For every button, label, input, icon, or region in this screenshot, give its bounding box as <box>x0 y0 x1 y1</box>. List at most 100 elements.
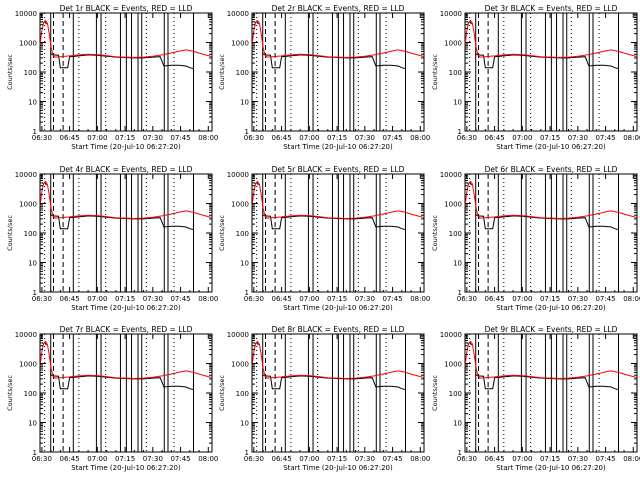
y-axis-label: Counts/sec <box>6 215 14 251</box>
x-tick-label: 07:30 <box>355 134 375 142</box>
x-axis-label: Start Time (20-Jul-10 06:27:20) <box>496 304 606 312</box>
x-tick-label: 07:00 <box>512 295 532 303</box>
x-tick-label: 07:15 <box>540 295 560 303</box>
x-axis-label: Start Time (20-Jul-10 06:27:20) <box>71 143 181 151</box>
detector-panel: 1 10 100 1000 10000 06:30 06:45 07:00 07:15 07:30… <box>6 325 218 472</box>
detector-panel: 1 10 100 1000 10000 06:30 06:45 07:00 07:15 07:30… <box>431 165 640 312</box>
y-tick-label: 100 <box>449 69 462 77</box>
x-tick-label: 07:00 <box>299 134 319 142</box>
y-tick-label: 10 <box>453 99 462 107</box>
x-tick-label: 07:15 <box>540 455 560 463</box>
x-tick-label: 06:45 <box>484 295 504 303</box>
x-tick-label: 06:45 <box>484 134 504 142</box>
y-tick-label: 10 <box>240 420 249 428</box>
lld-series-line <box>464 180 638 220</box>
x-tick-label: 08:00 <box>623 455 640 463</box>
x-tick-label: 06:45 <box>59 295 79 303</box>
x-tick-label: 07:15 <box>115 455 135 463</box>
x-tick-label: 07:30 <box>568 295 588 303</box>
y-tick-label: 10 <box>28 99 37 107</box>
y-tick-label: 10 <box>28 420 37 428</box>
y-tick-label: 1 <box>33 128 37 136</box>
x-tick-label: 07:00 <box>87 295 107 303</box>
x-tick-label: 07:45 <box>595 295 615 303</box>
y-tick-label: 1000 <box>19 361 37 369</box>
x-tick-label: 07:00 <box>512 134 532 142</box>
lld-series-line <box>464 340 638 380</box>
y-axis-label: Counts/sec <box>218 215 226 251</box>
y-tick-label: 1000 <box>231 40 249 48</box>
y-tick-label: 100 <box>449 230 462 238</box>
x-tick-label: 06:45 <box>59 134 79 142</box>
x-tick-label: 08:00 <box>198 455 218 463</box>
x-tick-label: 07:30 <box>568 455 588 463</box>
x-tick-label: 06:30 <box>457 455 477 463</box>
y-axis-label: Counts/sec <box>6 375 14 411</box>
x-tick-label: 07:45 <box>595 455 615 463</box>
x-tick-label: 07:45 <box>170 455 190 463</box>
x-axis-label: Start Time (20-Jul-10 06:27:20) <box>496 143 606 151</box>
panel-title: Det 4r BLACK = Events, RED = LLD <box>60 165 193 174</box>
x-tick-label: 07:00 <box>512 455 532 463</box>
y-tick-label: 1000 <box>444 361 462 369</box>
x-tick-label: 07:15 <box>115 295 135 303</box>
y-tick-label: 100 <box>24 390 37 398</box>
x-tick-label: 06:30 <box>32 134 52 142</box>
y-tick-label: 1 <box>458 128 462 136</box>
x-tick-label: 07:15 <box>115 134 135 142</box>
detector-panel: 1 10 100 1000 10000 06:30 06:45 07:00 07:15 07:30… <box>218 325 430 472</box>
y-tick-label: 10000 <box>15 10 37 18</box>
y-tick-label: 100 <box>236 230 249 238</box>
x-tick-label: 06:45 <box>271 295 291 303</box>
x-tick-label: 07:30 <box>355 455 375 463</box>
detector-panel: 1 10 100 1000 10000 06:30 06:45 07:00 07:15 07:30… <box>6 4 218 151</box>
y-tick-label: 10000 <box>440 10 462 18</box>
y-tick-label: 10000 <box>15 171 37 179</box>
y-axis-label: Counts/sec <box>431 375 439 411</box>
x-tick-label: 07:15 <box>327 295 347 303</box>
y-axis-label: Counts/sec <box>218 375 226 411</box>
detector-panel: 1 10 100 1000 10000 06:30 06:45 07:00 07:15 07:30… <box>218 4 430 151</box>
panel-title: Det 2r BLACK = Events, RED = LLD <box>272 4 405 13</box>
detector-panel: 1 10 100 1000 10000 06:30 06:45 07:00 07:15 07:30… <box>6 165 218 312</box>
y-axis-label: Counts/sec <box>218 54 226 90</box>
x-tick-label: 07:45 <box>595 134 615 142</box>
lld-series-line <box>251 19 425 59</box>
y-tick-label: 100 <box>236 69 249 77</box>
lld-series-line <box>39 340 213 380</box>
panel-title: Det 3r BLACK = Events, RED = LLD <box>485 4 618 13</box>
x-tick-label: 06:30 <box>457 134 477 142</box>
y-tick-label: 100 <box>24 230 37 238</box>
panel-title: Det 9r BLACK = Events, RED = LLD <box>485 325 618 334</box>
lld-series-line <box>251 180 425 220</box>
y-tick-label: 10000 <box>227 331 249 339</box>
x-tick-label: 07:00 <box>299 455 319 463</box>
y-tick-label: 1000 <box>444 40 462 48</box>
x-tick-label: 08:00 <box>198 134 218 142</box>
x-tick-label: 06:30 <box>244 295 264 303</box>
y-tick-label: 1000 <box>19 201 37 209</box>
x-axis-label: Start Time (20-Jul-10 06:27:20) <box>283 464 393 472</box>
x-tick-label: 06:45 <box>59 455 79 463</box>
y-tick-label: 1 <box>33 449 37 457</box>
x-tick-label: 07:15 <box>327 134 347 142</box>
y-tick-label: 1000 <box>231 201 249 209</box>
x-tick-label: 06:30 <box>457 295 477 303</box>
y-axis-label: Counts/sec <box>431 215 439 251</box>
y-tick-label: 1 <box>458 449 462 457</box>
x-tick-label: 08:00 <box>623 134 640 142</box>
panel-title: Det 6r BLACK = Events, RED = LLD <box>485 165 618 174</box>
x-axis-label: Start Time (20-Jul-10 06:27:20) <box>71 464 181 472</box>
y-axis-label: Counts/sec <box>431 54 439 90</box>
panel-title: Det 8r BLACK = Events, RED = LLD <box>272 325 405 334</box>
x-tick-label: 07:15 <box>327 455 347 463</box>
x-tick-label: 07:00 <box>299 295 319 303</box>
x-tick-label: 06:30 <box>244 455 264 463</box>
y-tick-label: 10000 <box>15 331 37 339</box>
x-tick-label: 07:45 <box>170 295 190 303</box>
y-tick-label: 1000 <box>19 40 37 48</box>
y-tick-label: 10000 <box>440 331 462 339</box>
x-tick-label: 08:00 <box>410 455 430 463</box>
